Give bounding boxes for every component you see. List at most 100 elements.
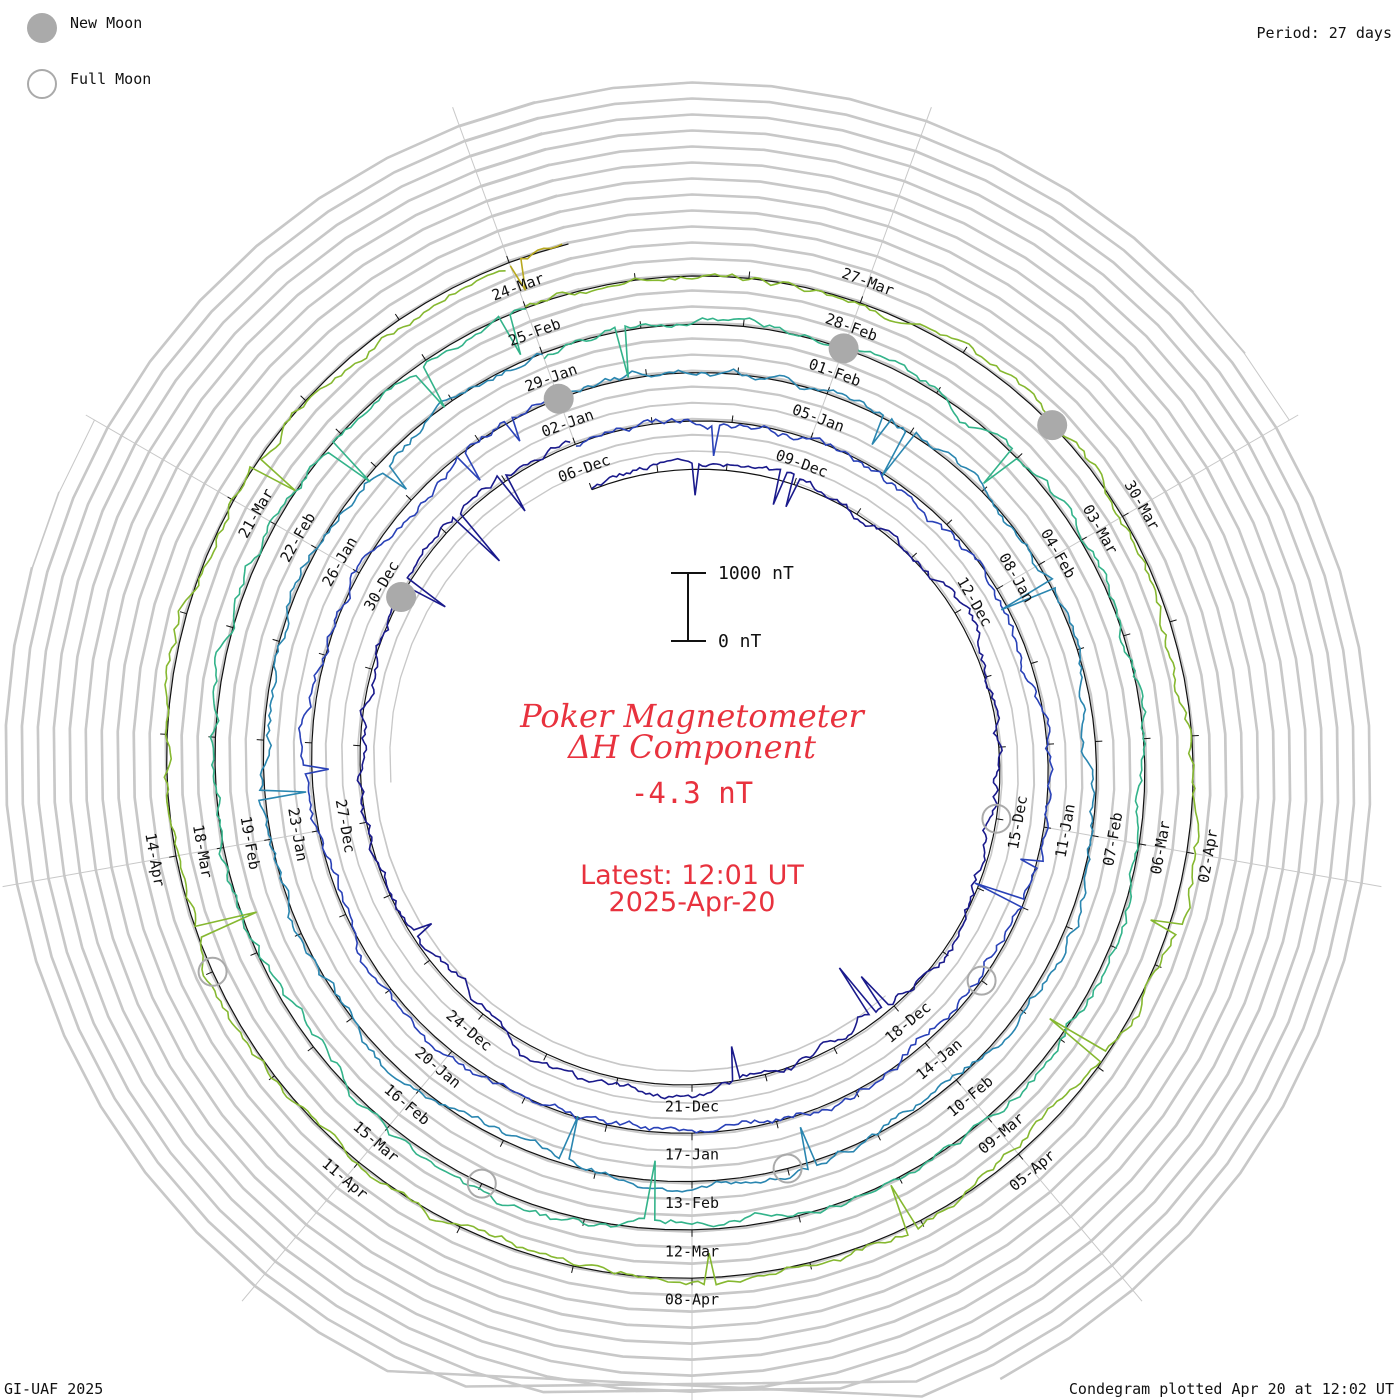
day-tick: [798, 1215, 801, 1223]
full-moon-legend-icon: [27, 69, 57, 99]
day-tick: [996, 585, 1004, 590]
day-tick: [421, 354, 427, 361]
day-tick: [1066, 925, 1073, 930]
day-tick: [604, 1124, 608, 1132]
day-tick: [256, 739, 264, 741]
day-tick: [311, 544, 318, 550]
day-tick: [169, 855, 177, 858]
moon-layer: [197, 333, 1068, 1199]
day-tick: [572, 437, 576, 445]
day-tick: [1186, 851, 1194, 854]
day-tick: [440, 528, 447, 534]
day-tick: [1018, 1153, 1024, 1160]
day-tick: [339, 913, 346, 918]
chart-title: Poker Magnetometer: [519, 697, 865, 735]
day-tick: [955, 1079, 962, 1086]
day-tick: [793, 477, 797, 485]
day-tick: [1038, 560, 1046, 566]
day-tick: [474, 434, 480, 442]
radial-spoke: [924, 1042, 1143, 1302]
date-label: 18-Mar: [189, 823, 216, 879]
day-tick: [911, 552, 918, 559]
date-label: 19-Feb: [237, 815, 264, 871]
latest-time: Latest: 12:01 UT: [580, 860, 804, 891]
legend-full-moon-label: Full Moon: [70, 70, 152, 88]
day-tick: [1097, 1066, 1104, 1072]
date-label: 12-Mar: [665, 1242, 719, 1260]
day-tick: [1139, 843, 1147, 846]
current-value: -4.3 nT: [631, 776, 753, 810]
latest-date: 2025-Apr-20: [609, 887, 776, 918]
day-tick: [787, 1168, 790, 1176]
day-tick: [920, 1220, 925, 1227]
day-tick: [365, 666, 373, 670]
day-tick: [370, 461, 377, 468]
day-tick: [307, 1046, 314, 1052]
center-annotation: Poker Magnetometer ΔH Component -4.3 nT …: [519, 697, 865, 918]
radial-spoke: [997, 414, 1299, 589]
day-tick: [1123, 633, 1131, 637]
day-tick: [250, 952, 258, 956]
day-tick: [571, 1265, 574, 1274]
new-moon-legend-icon: [27, 13, 57, 43]
day-tick: [394, 313, 400, 321]
series-cycle-3: [257, 352, 1096, 1193]
scale-top-label: 1000 nT: [718, 563, 794, 584]
day-tick: [1091, 835, 1099, 838]
day-tick: [300, 395, 307, 401]
full-moon-marker: [966, 965, 997, 996]
credit-label: GI-UAF 2025: [4, 1380, 104, 1398]
day-tick: [383, 894, 391, 899]
legend-new-moon-label: New Moon: [70, 14, 143, 32]
series-cycle-6: [509, 243, 563, 291]
day-tick: [1169, 619, 1177, 623]
day-tick: [776, 1121, 779, 1129]
date-label: 27-Dec: [332, 798, 359, 854]
day-tick: [264, 838, 272, 841]
grid-spiral: [459, 82, 1290, 421]
date-label: 14-Apr: [141, 831, 168, 887]
series-cycle-2: [297, 395, 1054, 1134]
day-tick: [737, 367, 739, 375]
grid-spiral: [465, 98, 1370, 1379]
day-tick: [986, 1116, 993, 1123]
day-tick: [859, 296, 864, 304]
baseline-layer: [160, 243, 1199, 1286]
radial-spoke: [1044, 826, 1382, 888]
grid-spiral: [6, 114, 1354, 1397]
day-tick: [656, 465, 659, 473]
day-tick: [742, 319, 745, 327]
day-tick: [539, 346, 543, 354]
day-tick: [615, 1077, 619, 1085]
day-tick: [499, 1140, 504, 1147]
date-label: 13-Feb: [665, 1194, 719, 1212]
day-tick: [893, 1005, 899, 1012]
day-tick: [582, 1218, 585, 1227]
day-tick: [1030, 661, 1038, 664]
day-tick: [977, 887, 985, 892]
day-tick: [954, 609, 962, 614]
day-tick: [405, 494, 412, 501]
day-tick: [856, 508, 862, 515]
day-tick: [962, 346, 968, 353]
day-tick: [981, 980, 988, 986]
plotted-label: Condegram plotted Apr 20 at 12:02 UT: [1068, 1380, 1394, 1398]
full-moon-marker: [466, 1168, 497, 1199]
scale-bar: 1000 nT 0 nT: [671, 563, 794, 652]
day-tick: [346, 1017, 353, 1023]
day-tick: [501, 475, 506, 482]
full-moon-marker: [197, 956, 228, 987]
series-cycle-1: [356, 440, 1003, 1100]
day-tick: [1016, 453, 1023, 459]
day-tick: [521, 1096, 526, 1104]
radial-spoke: [810, 107, 932, 439]
full-moon-marker: [981, 803, 1012, 834]
day-tick: [650, 417, 653, 425]
day-tick: [833, 1047, 838, 1055]
day-tick: [996, 818, 1004, 821]
day-tick: [227, 496, 234, 501]
day-tick: [478, 1013, 484, 1020]
new-moon-marker: [543, 383, 574, 414]
day-tick: [731, 415, 734, 423]
legend-symbols: [27, 13, 57, 99]
